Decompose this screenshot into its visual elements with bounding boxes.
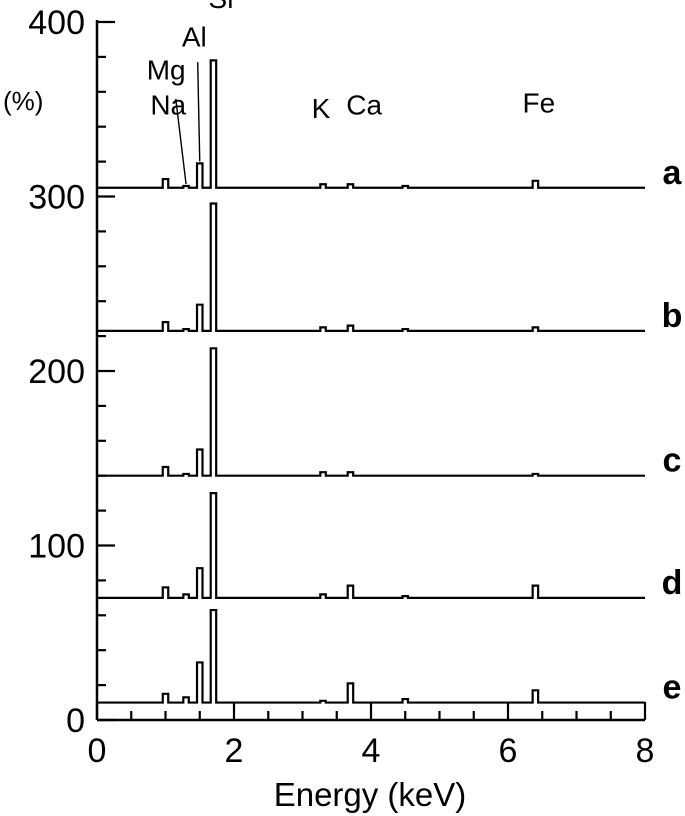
spectrum-trace-a (97, 59, 645, 189)
y-tick-label: 200 (28, 353, 85, 391)
spectrum-traces (97, 59, 645, 704)
x-axis-title: Energy (keV) (274, 776, 467, 813)
spectrum-trace-e (97, 608, 645, 704)
y-tick-label: 300 (28, 179, 85, 217)
al-leader-line (196, 62, 201, 162)
tick-marks (95, 20, 647, 722)
element-label-si: Si (209, 0, 234, 14)
element-label-k: K (312, 93, 331, 124)
element-labels: NaMgAlSi K Ca Fe (147, 0, 555, 185)
tick-labels: 0 2 4 6 8 0 100 200 300 400 (28, 4, 654, 770)
x-tick-label: 4 (362, 732, 381, 770)
trace-label-e: e (663, 669, 682, 707)
x-tick-label: 6 (499, 732, 518, 770)
y-unit-label: (%) (3, 86, 43, 116)
trace-label-d: d (662, 564, 683, 602)
trace-label-b: b (662, 297, 683, 335)
spectrum-trace-b (97, 202, 645, 332)
y-tick-label: 0 (66, 702, 85, 740)
y-tick-label: 400 (28, 4, 85, 42)
element-label-fe: Fe (522, 88, 555, 119)
spectrum-trace-d (97, 492, 645, 599)
x-tick-label: 8 (636, 732, 655, 770)
x-tick-label: 0 (88, 732, 107, 770)
element-label-na: Na (150, 89, 186, 120)
y-tick-label: 100 (28, 528, 85, 566)
trace-label-c: c (663, 442, 682, 480)
element-label-al: Al (182, 21, 207, 52)
spectrum-trace-c (97, 347, 645, 477)
x-tick-label: 2 (225, 732, 244, 770)
mg-leader-line (175, 98, 187, 185)
trace-labels: a b c d e (662, 154, 683, 707)
element-label-ca: Ca (346, 89, 382, 120)
element-label-mg: Mg (147, 55, 186, 86)
trace-label-a: a (663, 154, 683, 192)
